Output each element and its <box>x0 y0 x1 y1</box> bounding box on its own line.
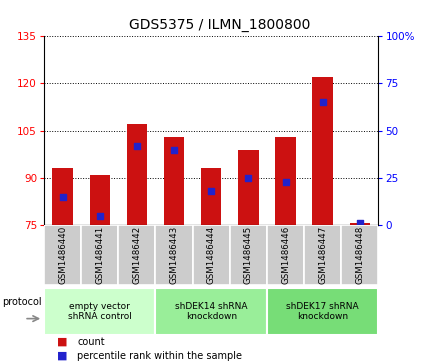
Bar <box>267 288 378 335</box>
Bar <box>193 225 230 285</box>
Text: GSM1486441: GSM1486441 <box>95 226 104 284</box>
Bar <box>275 137 296 225</box>
Text: empty vector
shRNA control: empty vector shRNA control <box>68 302 132 321</box>
Point <box>59 194 66 200</box>
Bar <box>155 288 267 335</box>
Text: ■: ■ <box>57 351 68 361</box>
Bar <box>44 225 81 285</box>
Point <box>208 188 215 194</box>
Point <box>282 179 289 184</box>
Text: GSM1486446: GSM1486446 <box>281 226 290 284</box>
Text: GSM1486448: GSM1486448 <box>356 226 364 284</box>
Text: GSM1486443: GSM1486443 <box>169 226 179 284</box>
Text: protocol: protocol <box>2 297 42 307</box>
Bar <box>44 288 155 335</box>
Bar <box>155 225 193 285</box>
Bar <box>238 150 259 225</box>
Text: GSM1486440: GSM1486440 <box>58 226 67 284</box>
Bar <box>267 225 304 285</box>
Bar <box>312 77 333 225</box>
Bar <box>89 175 110 225</box>
Bar <box>350 224 370 225</box>
Bar <box>304 225 341 285</box>
Point <box>171 147 178 152</box>
Text: shDEK14 shRNA
knockdown: shDEK14 shRNA knockdown <box>175 302 247 321</box>
Bar <box>164 137 184 225</box>
Bar <box>127 125 147 225</box>
Text: GSM1486444: GSM1486444 <box>207 226 216 284</box>
Text: percentile rank within the sample: percentile rank within the sample <box>77 351 242 361</box>
Text: GSM1486445: GSM1486445 <box>244 226 253 284</box>
Point <box>133 143 140 149</box>
Point <box>245 175 252 181</box>
Text: count: count <box>77 337 105 347</box>
Point <box>96 213 103 219</box>
Bar <box>118 225 155 285</box>
Bar <box>230 225 267 285</box>
Text: GDS5375 / ILMN_1800800: GDS5375 / ILMN_1800800 <box>129 18 311 32</box>
Bar <box>52 168 73 225</box>
Text: shDEK17 shRNA
knockdown: shDEK17 shRNA knockdown <box>286 302 359 321</box>
Point <box>356 220 363 226</box>
Bar <box>341 225 378 285</box>
Bar <box>201 168 221 225</box>
Point <box>319 99 326 105</box>
Text: ■: ■ <box>57 337 68 347</box>
Bar <box>81 225 118 285</box>
Text: GSM1486447: GSM1486447 <box>318 226 327 284</box>
Text: GSM1486442: GSM1486442 <box>132 226 141 284</box>
